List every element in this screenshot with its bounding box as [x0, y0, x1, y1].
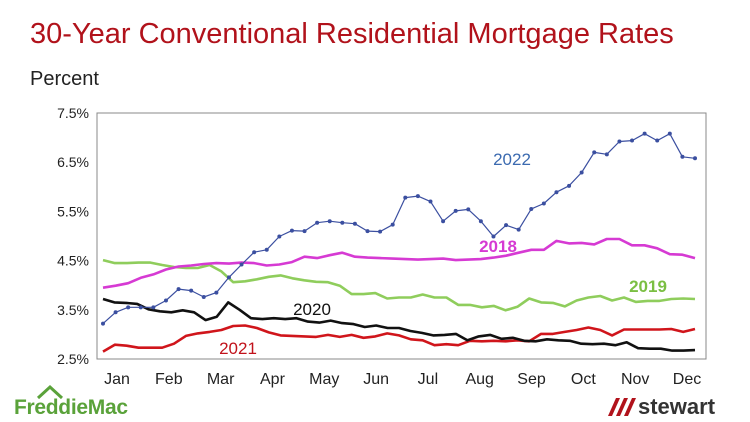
data-point-2022 — [340, 220, 345, 225]
data-point-2022 — [415, 194, 420, 199]
data-point-2022 — [453, 208, 458, 213]
data-point-2022 — [252, 250, 257, 255]
data-point-2022 — [403, 195, 408, 200]
data-point-2022 — [289, 228, 294, 233]
data-point-2022 — [428, 199, 433, 204]
data-point-2022 — [617, 139, 622, 144]
data-point-2022 — [491, 234, 496, 239]
y-tick-label: 3.5% — [57, 302, 89, 318]
data-point-2022 — [378, 229, 383, 234]
stewart-wordmark: stewart — [638, 394, 716, 419]
freddie-mac-wordmark: FreddieMac — [14, 396, 128, 419]
x-tick-label: Apr — [260, 371, 286, 388]
data-point-2022 — [567, 183, 572, 188]
x-tick-label: Nov — [621, 371, 649, 388]
data-point-2022 — [478, 219, 483, 224]
x-tick-label: May — [309, 371, 339, 388]
data-point-2022 — [138, 305, 143, 310]
x-tick-label: Jun — [363, 371, 389, 388]
x-tick-label: Oct — [571, 371, 596, 388]
x-tick-label: Mar — [207, 371, 235, 388]
data-point-2022 — [176, 287, 181, 292]
x-tick-label: Jan — [104, 371, 130, 388]
y-tick-label: 7.5% — [57, 105, 89, 121]
series-label-2021: 2021 — [219, 339, 257, 358]
data-point-2022 — [630, 138, 635, 143]
data-point-2022 — [201, 295, 206, 300]
data-point-2022 — [554, 190, 559, 195]
data-point-2022 — [151, 305, 156, 310]
data-point-2022 — [516, 227, 521, 232]
house-icon — [36, 384, 64, 400]
data-point-2022 — [667, 131, 672, 136]
data-point-2022 — [226, 275, 231, 280]
data-point-2022 — [441, 219, 446, 224]
data-point-2022 — [390, 222, 395, 227]
data-point-2022 — [126, 305, 131, 310]
stewart-mark-icon — [608, 398, 636, 416]
series-line-2020 — [102, 297, 696, 352]
data-point-2022 — [592, 150, 597, 155]
series-line-2022 — [102, 133, 696, 325]
data-point-2022 — [529, 206, 534, 211]
data-point-2022 — [693, 156, 697, 161]
data-point-2022 — [504, 223, 509, 228]
series-label-2019: 2019 — [629, 277, 667, 296]
series-label-2022: 2022 — [493, 150, 531, 169]
data-point-2022 — [352, 221, 357, 226]
data-point-2022 — [189, 288, 194, 293]
data-point-2022 — [327, 219, 332, 224]
data-point-2022 — [579, 170, 584, 175]
x-tick-label: Aug — [465, 371, 493, 388]
data-point-2022 — [541, 201, 546, 206]
y-axis-unit-label: Percent — [30, 68, 99, 90]
x-tick-label: Feb — [155, 371, 183, 388]
series-label-2020: 2020 — [293, 300, 331, 319]
series-line-2021 — [102, 324, 696, 353]
data-point-2022 — [604, 152, 609, 157]
data-point-2022 — [680, 154, 685, 159]
data-point-2022 — [264, 247, 269, 252]
series-line-2018 — [102, 237, 696, 289]
data-point-2022 — [101, 321, 105, 326]
x-tick-label: Dec — [673, 371, 701, 388]
y-tick-label: 2.5% — [57, 351, 89, 367]
y-tick-label: 6.5% — [57, 154, 89, 170]
series-label-2018: 2018 — [479, 237, 517, 256]
plot-area — [96, 112, 707, 360]
series-line-2019 — [102, 258, 696, 312]
data-point-2022 — [642, 131, 647, 136]
y-tick-label: 4.5% — [57, 253, 89, 269]
y-tick-label: 5.5% — [57, 203, 89, 219]
data-point-2022 — [214, 290, 219, 295]
data-point-2022 — [277, 234, 282, 239]
data-point-2022 — [239, 262, 244, 267]
data-point-2022 — [163, 298, 168, 303]
data-point-2022 — [302, 229, 307, 234]
data-point-2022 — [113, 310, 118, 315]
x-tick-label: Jul — [418, 371, 438, 388]
x-tick-label: Sep — [517, 371, 546, 388]
data-point-2022 — [655, 138, 660, 143]
data-point-2022 — [466, 207, 471, 212]
data-point-2022 — [315, 220, 320, 225]
data-point-2022 — [365, 229, 370, 234]
chart-title: 30-Year Conventional Residential Mortgag… — [30, 18, 674, 50]
